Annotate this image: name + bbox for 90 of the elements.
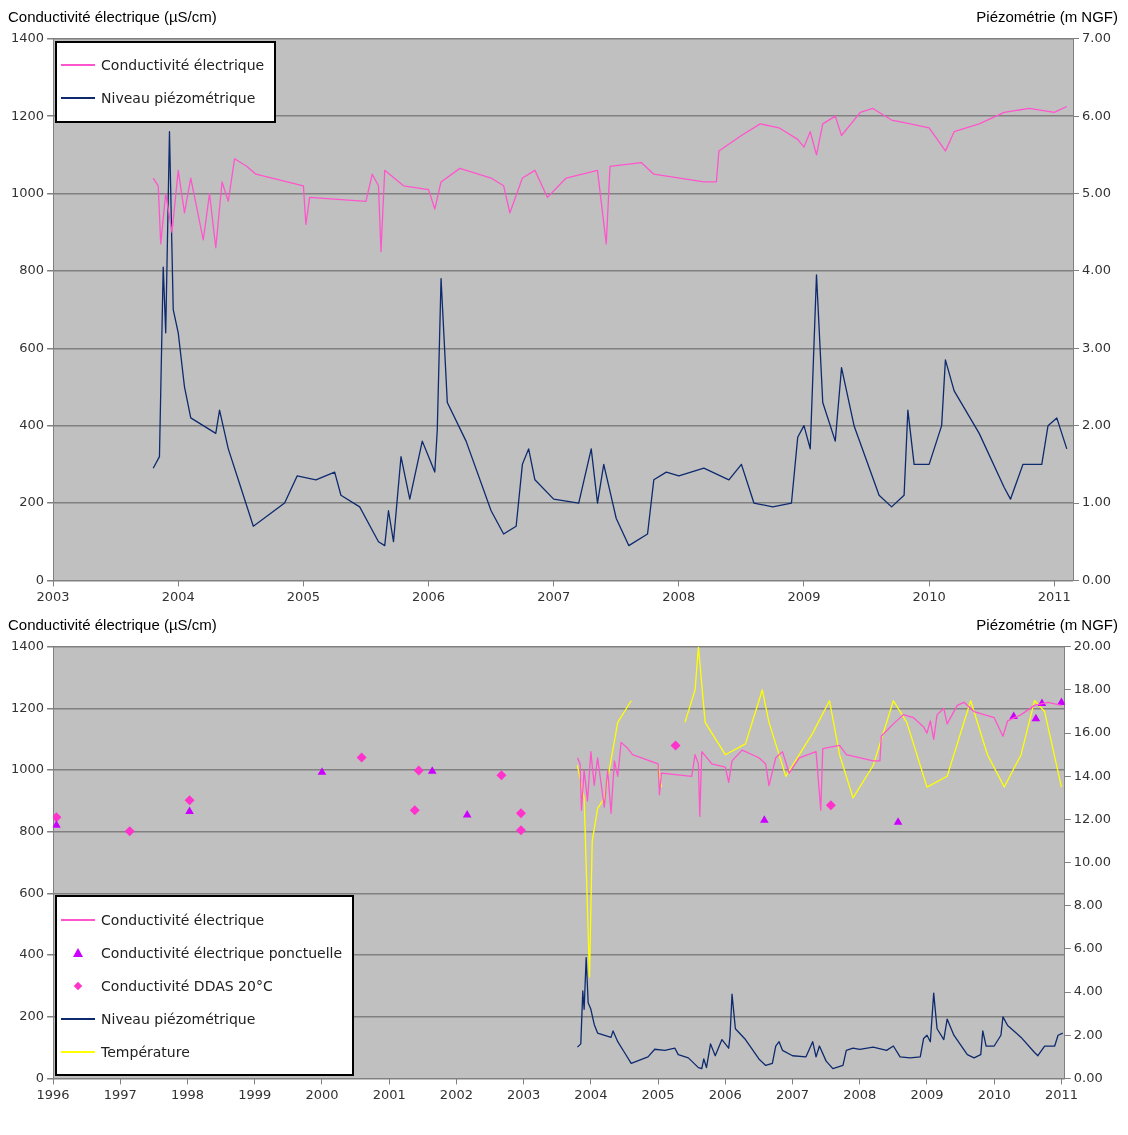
legend-label: Niveau piézométrique	[101, 1010, 256, 1027]
legend-label: Conductivité électrique ponctuelle	[101, 944, 343, 961]
legend-label: Conductivité DDAS 20°C	[101, 977, 273, 994]
point	[427, 766, 437, 774]
y2-tick-label: 18.00	[1073, 681, 1111, 697]
y2-tick-label: 3.00	[1082, 339, 1112, 355]
legend-label: Conductivité électrique	[101, 911, 265, 928]
y2-tick-label: 16.00	[1073, 724, 1111, 740]
x-tick-label: 2003	[507, 1086, 541, 1102]
y2-axis-title: Piézométrie (m NGF)	[976, 8, 1118, 27]
point	[515, 825, 526, 836]
y-tick-label: 1000	[10, 184, 45, 200]
point	[462, 810, 472, 818]
legend-label: Conductivité électrique	[101, 57, 265, 74]
y-tick-label: 200	[19, 494, 45, 510]
y-tick-label: 0	[35, 571, 45, 587]
y-tick-label: 1400	[10, 30, 45, 46]
x-tick-label: 2008	[662, 588, 696, 604]
point	[317, 767, 327, 775]
y2-tick-label: 1.00	[1082, 494, 1112, 510]
y2-tick-label: 20.00	[1073, 638, 1111, 654]
x-tick-label: 2009	[787, 588, 821, 604]
point	[409, 805, 420, 816]
y2-tick-label: 14.00	[1073, 767, 1111, 783]
x-tick-label: 1998	[170, 1086, 205, 1102]
legend-label: Température	[101, 1043, 190, 1060]
y-tick-label: 600	[19, 884, 45, 900]
y-tick-label: 1200	[10, 699, 45, 715]
y2-tick-label: 7.00	[1082, 30, 1112, 46]
y-tick-label: 200	[19, 1008, 45, 1024]
x-tick-label: 2004	[574, 1086, 608, 1102]
point	[515, 808, 526, 819]
point	[124, 826, 135, 837]
x-tick-label: 2007	[775, 1086, 810, 1102]
x-tick-label: 2010	[977, 1086, 1011, 1102]
y-tick-label: 800	[19, 823, 45, 839]
point	[496, 770, 507, 781]
x-tick-label: 1996	[36, 1086, 70, 1102]
x-tick-label: 1997	[103, 1086, 137, 1102]
y-tick-label: 1400	[10, 638, 45, 654]
y-tick-label: 800	[19, 262, 45, 278]
x-tick-label: 2011	[1037, 588, 1071, 604]
y2-tick-label: 2.00	[1082, 417, 1112, 433]
x-tick-label: 2007	[537, 588, 571, 604]
y-tick-label: 400	[19, 417, 45, 433]
y-axis-title: Conductivité électrique (µS/cm)	[8, 8, 217, 27]
x-tick-label: 2002	[439, 1086, 473, 1102]
y-tick-label: 0	[35, 1069, 45, 1085]
y-axis-title: Conductivité électrique (µS/cm)	[8, 616, 217, 635]
point	[184, 795, 195, 806]
point	[759, 815, 769, 823]
y2-tick-label: 8.00	[1073, 897, 1103, 913]
x-tick-label: 2009	[910, 1086, 944, 1102]
point	[413, 765, 424, 776]
y-tick-label: 600	[19, 339, 45, 355]
y2-tick-label: 12.00	[1073, 810, 1111, 826]
y2-tick-label: 2.00	[1073, 1026, 1103, 1042]
x-tick-label: 1999	[238, 1086, 272, 1102]
point	[893, 817, 903, 825]
point	[1031, 713, 1041, 722]
x-tick-label: 2000	[305, 1086, 339, 1102]
x-tick-label: 2003	[36, 588, 70, 604]
legend-label: Niveau piézométrique	[101, 90, 256, 107]
x-tick-label: 2006	[411, 588, 446, 604]
x-tick-label: 2010	[912, 588, 946, 604]
y2-tick-label: 4.00	[1082, 262, 1112, 278]
point	[185, 806, 194, 814]
x-tick-label: 2001	[372, 1086, 406, 1102]
point	[53, 812, 62, 823]
y2-tick-label: 6.00	[1073, 940, 1103, 956]
y2-tick-label: 0.00	[1073, 1069, 1103, 1085]
x-tick-label: 2008	[843, 1086, 877, 1102]
y2-axis-title: Piézométrie (m NGF)	[976, 616, 1118, 635]
x-tick-label: 2005	[286, 588, 320, 604]
point	[825, 800, 836, 811]
y2-tick-label: 5.00	[1082, 184, 1112, 200]
y2-tick-label: 6.00	[1082, 107, 1112, 123]
y2-tick-label: 0.00	[1082, 571, 1112, 587]
x-tick-label: 2011	[1044, 1086, 1078, 1102]
y2-tick-label: 10.00	[1073, 853, 1111, 869]
y-tick-label: 1200	[10, 107, 45, 123]
x-tick-label: 2005	[641, 1086, 675, 1102]
y-tick-label: 400	[19, 946, 45, 962]
point	[356, 752, 367, 763]
y-tick-label: 1000	[10, 761, 45, 777]
x-tick-label: 2004	[161, 588, 195, 604]
point	[670, 740, 681, 751]
y2-tick-label: 4.00	[1073, 983, 1103, 999]
point	[53, 820, 61, 828]
x-tick-label: 2006	[708, 1086, 742, 1102]
